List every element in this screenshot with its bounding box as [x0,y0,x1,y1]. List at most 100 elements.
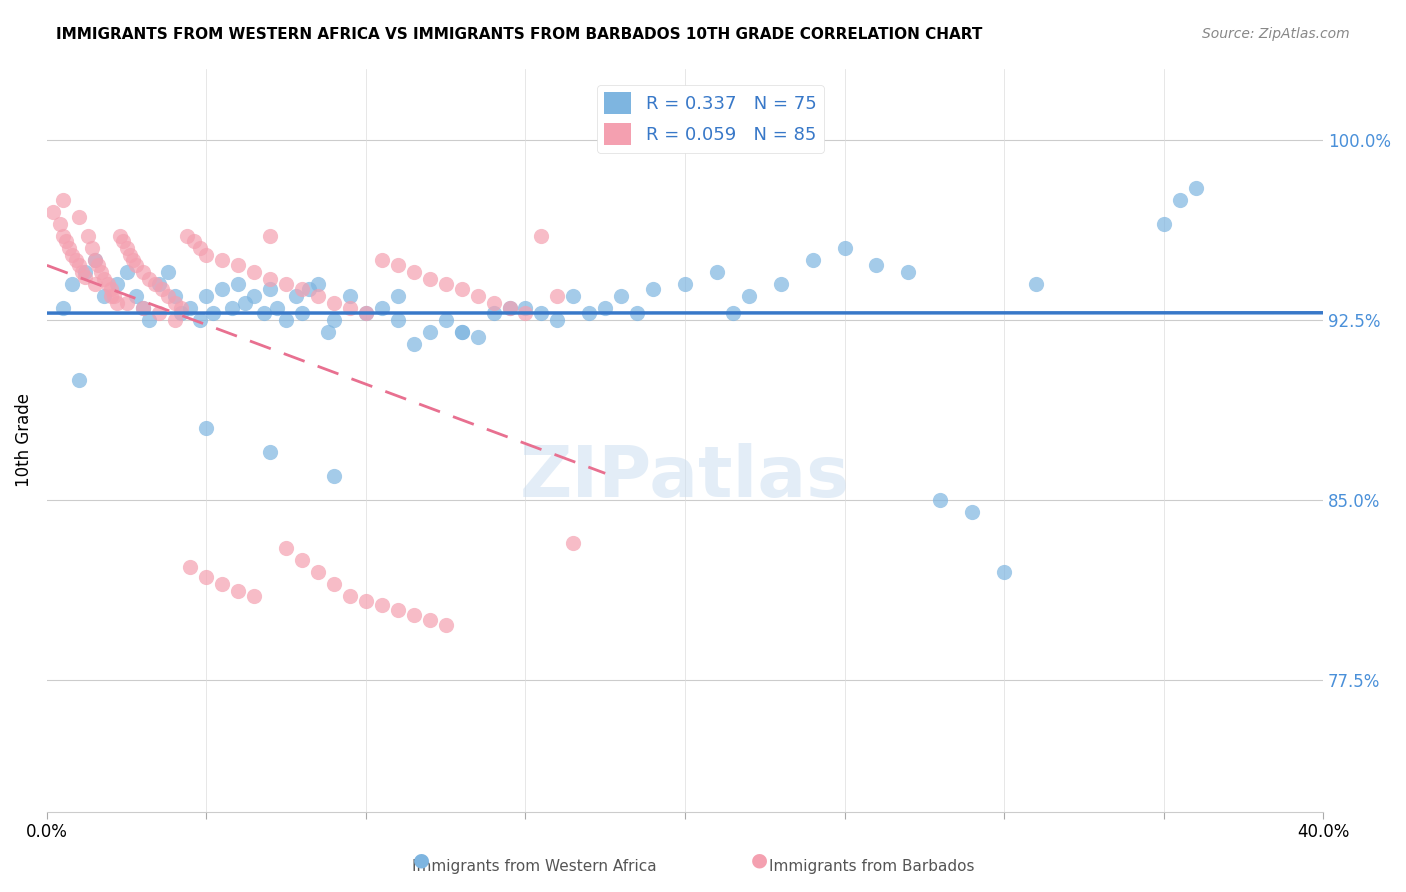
Point [83,277,105,292]
Point [195,248,218,262]
Text: Immigrants from Western Africa: Immigrants from Western Africa [412,859,657,874]
Point [498,301,520,316]
Point [515,301,537,316]
Point [228,277,250,292]
Point [387,289,409,303]
Point [276,313,298,327]
Point [387,313,409,327]
Point [93,289,115,303]
Point [163,313,186,327]
Point [83,253,105,268]
Point [339,289,361,303]
Text: IMMIGRANTS FROM WESTERN AFRICA VS IMMIGRANTS FROM BARBADOS 10TH GRADE CORRELATIO: IMMIGRANTS FROM WESTERN AFRICA VS IMMIGR… [56,27,983,42]
Point [562,536,585,550]
Point [467,330,489,344]
Point [371,253,394,268]
Point [769,277,792,292]
Point [48,217,70,231]
Point [834,241,856,255]
Point [259,229,281,244]
Point [253,306,276,320]
Point [170,301,193,316]
Point [323,577,346,591]
Point [75,265,97,279]
Point [434,617,457,632]
Point [593,301,616,316]
Point [284,289,307,303]
Point [960,505,983,519]
Text: ●: ● [751,851,768,870]
Point [105,277,128,292]
Point [307,565,329,579]
Point [450,325,472,339]
Point [131,301,153,316]
Point [211,282,233,296]
Point [115,241,138,255]
Point [467,289,489,303]
Point [96,277,118,292]
Point [70,265,93,279]
Point [738,289,761,303]
Point [706,265,728,279]
Point [211,253,233,268]
Point [148,306,170,320]
Point [307,289,329,303]
Point [434,277,457,292]
Point [131,301,153,316]
Point [67,210,90,224]
Point [307,277,329,292]
Point [55,234,77,248]
Point [103,289,125,303]
Point [1168,194,1191,208]
Point [259,282,281,296]
Point [122,253,145,268]
Point [228,584,250,599]
Point [87,258,110,272]
Point [354,593,377,607]
Point [67,373,90,387]
Point [482,306,505,320]
Point [402,265,425,279]
Point [673,277,696,292]
Point [115,296,138,310]
Point [163,296,186,310]
Point [195,289,218,303]
Point [77,229,100,244]
Point [243,589,266,603]
Point [110,229,132,244]
Point [105,296,128,310]
Point [179,301,201,316]
Point [515,306,537,320]
Point [419,272,441,286]
Point [243,289,266,303]
Point [297,282,319,296]
Point [316,325,339,339]
Legend: R = 0.337   N = 75, R = 0.059   N = 85: R = 0.337 N = 75, R = 0.059 N = 85 [598,85,824,153]
Point [323,469,346,483]
Point [163,289,186,303]
Point [100,289,122,303]
Point [419,613,441,627]
Point [450,325,472,339]
Point [62,277,84,292]
Point [259,445,281,459]
Point [291,282,314,296]
Point [402,337,425,351]
Point [112,234,135,248]
Point [93,272,115,286]
Point [578,306,600,320]
Point [721,306,744,320]
Point [1184,181,1206,195]
Point [83,253,105,268]
Point [266,301,288,316]
Point [157,289,180,303]
Point [67,258,90,272]
Point [291,553,314,567]
Point [530,229,553,244]
Point [865,258,887,272]
Point [211,577,233,591]
Point [188,313,211,327]
Point [450,282,472,296]
Point [993,565,1015,579]
Point [562,289,585,303]
